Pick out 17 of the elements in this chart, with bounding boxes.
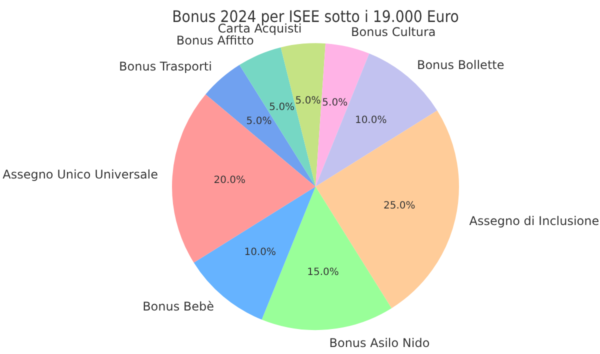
- slice-label: Bonus Trasporti: [119, 60, 212, 74]
- data-label: 5.0%: [322, 97, 348, 108]
- data-label: 15.0%: [307, 266, 339, 278]
- data-label: 20.0%: [214, 175, 246, 186]
- slice-label: Assegno Unico Universale: [2, 168, 158, 182]
- data-label: 10.0%: [354, 115, 387, 126]
- data-label: 25.0%: [384, 200, 416, 212]
- data-label: 10.0%: [244, 247, 276, 258]
- slice-label: Bonus Bebè: [142, 300, 214, 314]
- slice-label: Bonus Affitto: [176, 33, 254, 48]
- slice-label: Assegno di Inclusione: [469, 214, 600, 228]
- data-label: 5.0%: [295, 95, 321, 106]
- data-label: 5.0%: [246, 116, 272, 128]
- slice-label: Bonus Bollette: [416, 58, 504, 72]
- data-label: 5.0%: [269, 102, 295, 113]
- slice-label: Bonus Cultura: [351, 24, 436, 39]
- slice-label: Bonus Asilo Nido: [329, 336, 430, 350]
